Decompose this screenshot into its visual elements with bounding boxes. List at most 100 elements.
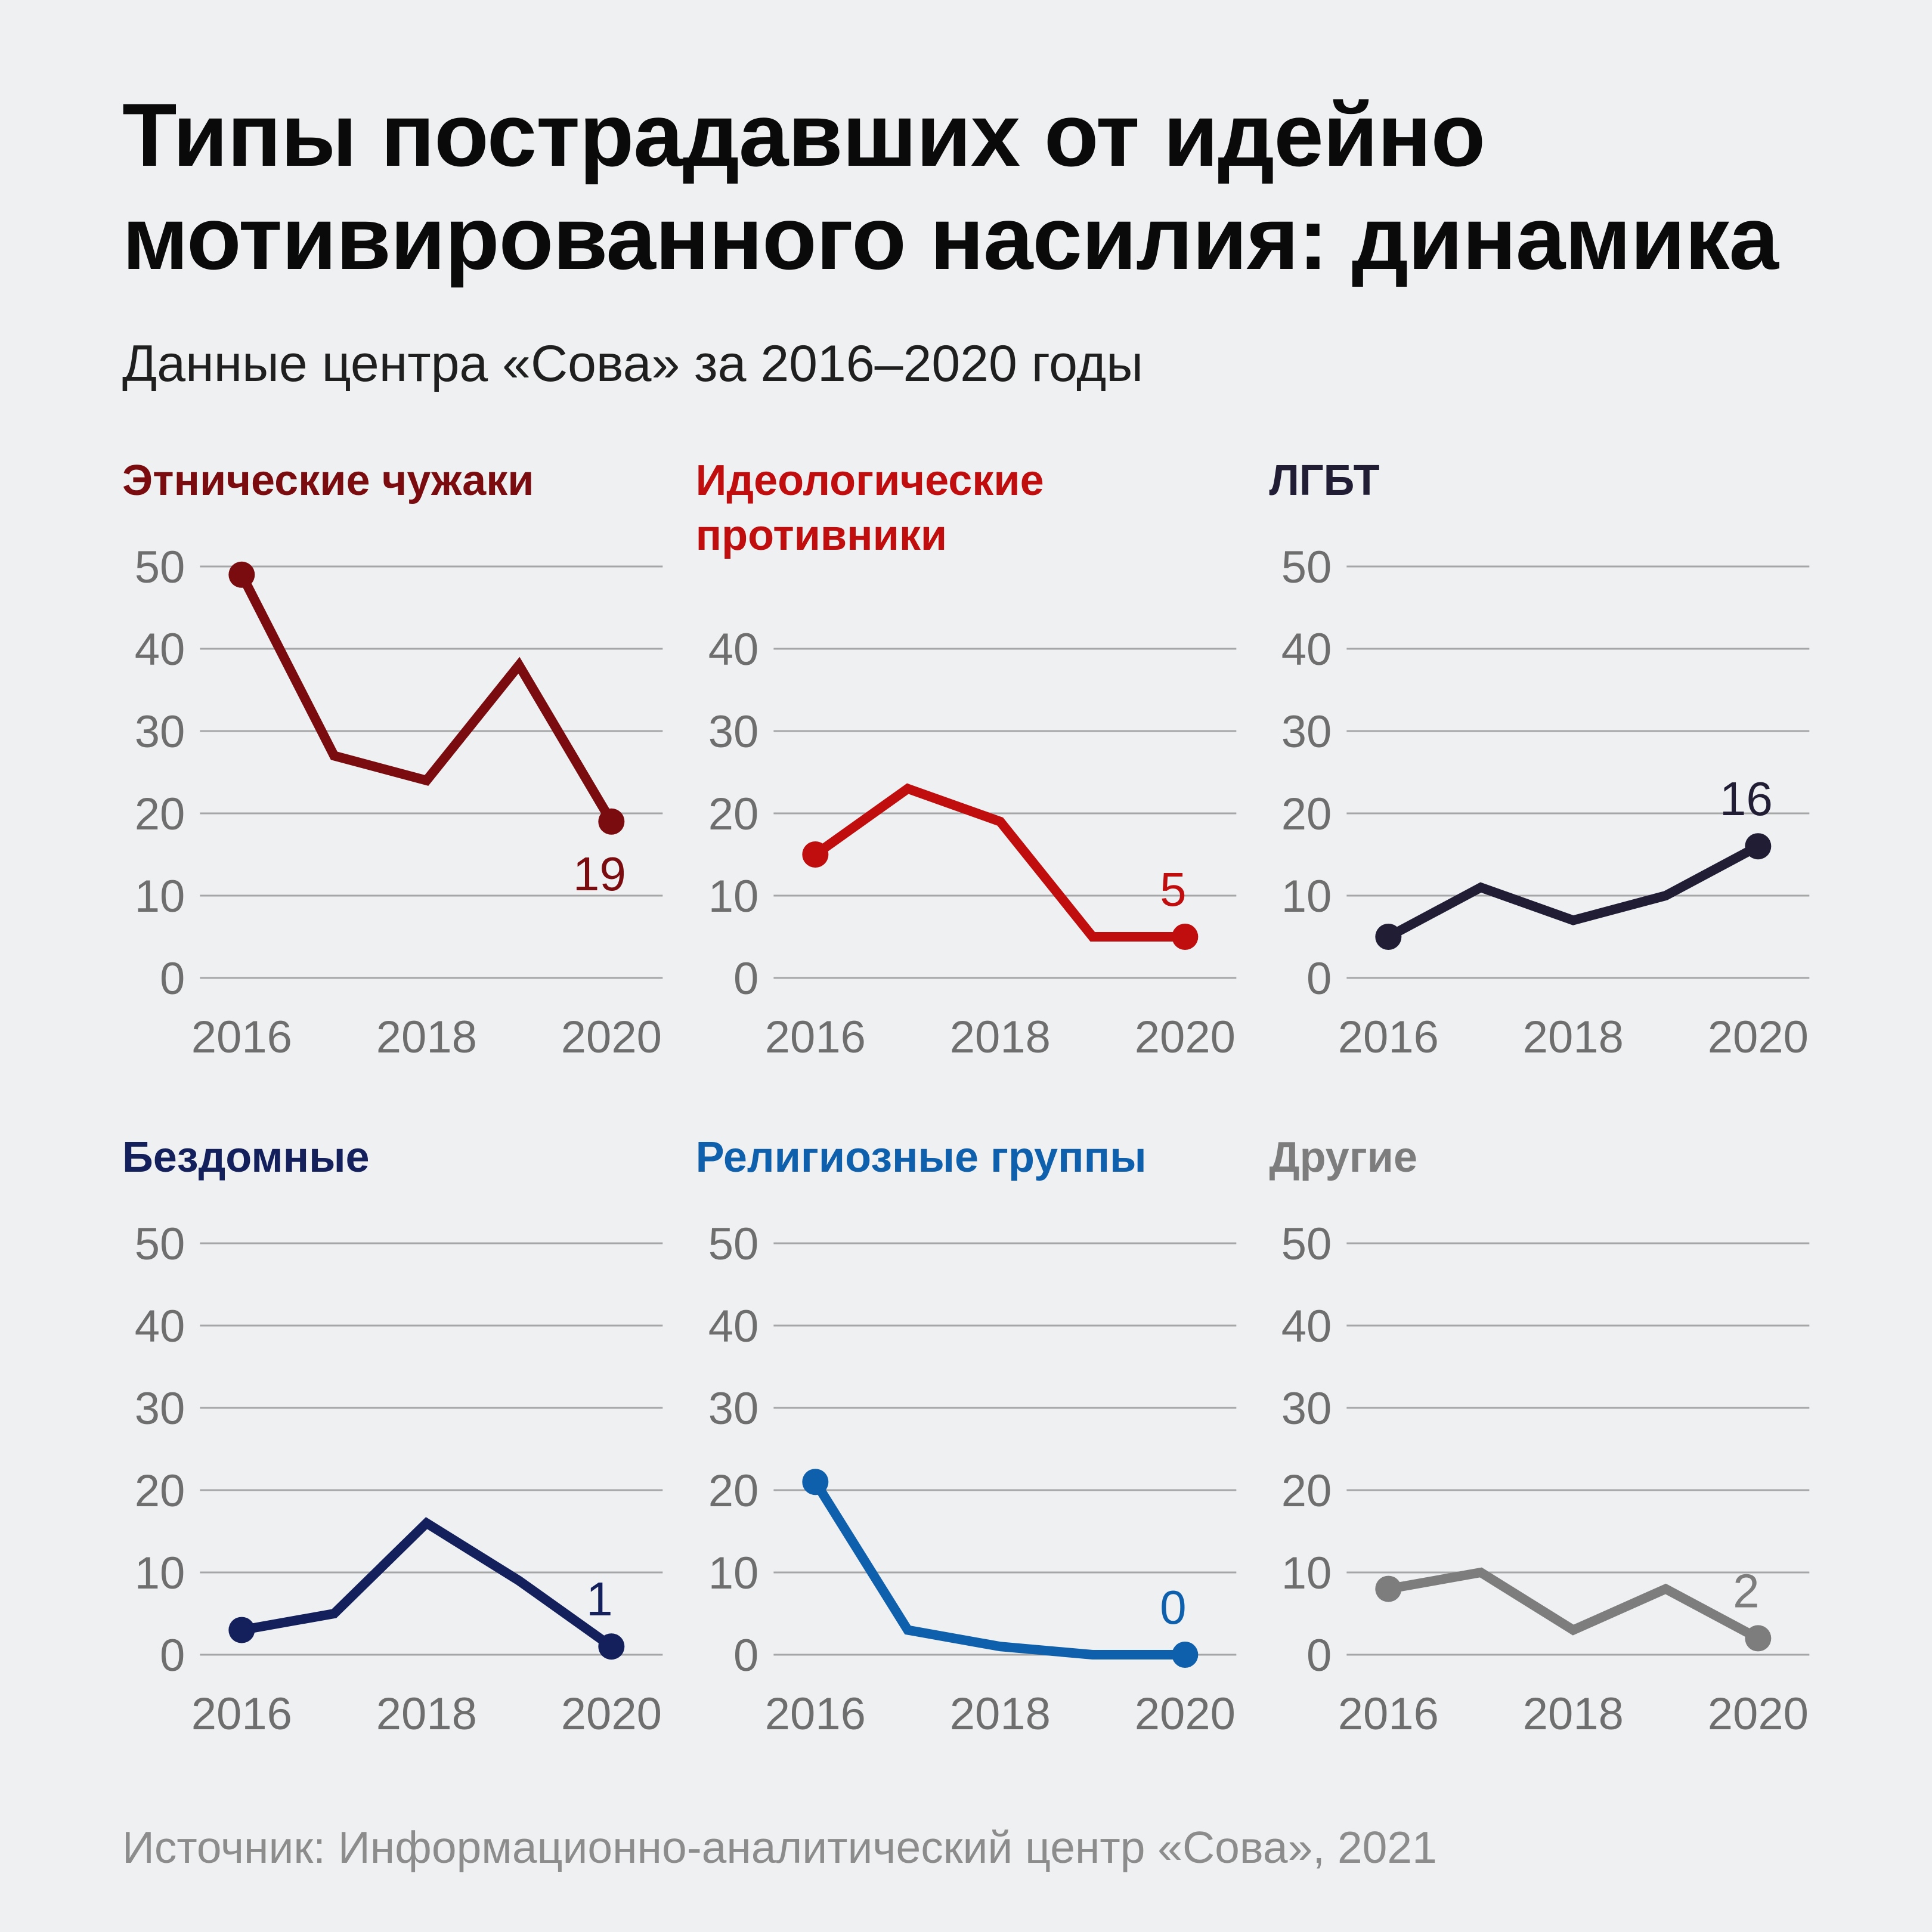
data-point-dot [1745, 1624, 1772, 1651]
y-tick-label: 0 [733, 953, 758, 1004]
line-chart: 0 10 20 30 40 50 19 2016 2018 2020 [135, 542, 663, 1063]
y-tick-label: 10 [135, 871, 185, 922]
y-tick-label: 50 [135, 1219, 185, 1270]
chart-panel-1: Этнические чужаки 0 10 20 30 40 50 19 2016 2018 20… [122, 453, 663, 1073]
y-tick-label: 20 [135, 789, 185, 840]
x-tick-label: 2018 [376, 1689, 477, 1739]
data-point-dot [1171, 923, 1198, 950]
data-point-dot [1745, 832, 1772, 859]
series-line [812, 783, 1185, 942]
x-tick-label: 2018 [949, 1012, 1050, 1063]
x-tick-label: 2018 [376, 1012, 477, 1063]
chart-title: Религиозные группы [695, 1133, 1147, 1181]
page-title: Типы пострадавших от идейно мотивированн… [122, 85, 1779, 288]
y-tick-label: 30 [135, 707, 185, 757]
last-value-label: 19 [573, 847, 626, 900]
chart-panel-5: Религиозные группы 0 10 20 30 40 50 0 2016 2018 20… [696, 1130, 1237, 1750]
y-tick-label: 10 [708, 871, 758, 922]
x-tick-label: 2016 [764, 1689, 865, 1739]
line-chart: 0 10 20 30 40 50 16 2016 2018 2020 [1281, 542, 1810, 1063]
y-tick-label: 0 [1306, 953, 1332, 1004]
x-tick-label: 2020 [561, 1689, 662, 1739]
y-tick-label: 10 [135, 1548, 185, 1599]
y-tick-label: 20 [135, 1466, 185, 1516]
chart-panel-6: Другие 0 10 20 30 40 50 2 2016 2018 2020 [1269, 1130, 1810, 1750]
last-value-label: 5 [1160, 863, 1187, 916]
last-value-label: 2 [1733, 1564, 1760, 1617]
x-tick-label: 2016 [191, 1689, 292, 1739]
x-tick-label: 2018 [1523, 1012, 1624, 1063]
x-tick-label: 2020 [1708, 1012, 1809, 1063]
chart-panel-2: Идеологические противники 0 10 20 30 40 5 2016 2… [696, 453, 1237, 1073]
x-tick-label: 2016 [1338, 1689, 1439, 1739]
last-value-label: 1 [586, 1572, 613, 1626]
y-tick-label: 40 [135, 624, 185, 675]
y-tick-label: 20 [1281, 1466, 1332, 1516]
chart-panel-4: Бездомные 0 10 20 30 40 50 1 2016 2018 2020 [122, 1130, 663, 1750]
data-point-dot [1171, 1641, 1198, 1668]
data-point-dot [598, 808, 625, 835]
y-tick-label: 50 [1281, 542, 1332, 593]
line-chart: 0 10 20 30 40 50 1 2016 2018 2020 [135, 1219, 663, 1739]
y-tick-label: 0 [1306, 1630, 1332, 1681]
y-tick-label: 40 [135, 1301, 185, 1352]
data-point-dot [598, 1633, 625, 1659]
last-value-label: 0 [1160, 1581, 1187, 1634]
y-tick-label: 20 [708, 1466, 758, 1516]
y-tick-label: 30 [1281, 1383, 1332, 1434]
x-tick-label: 2020 [561, 1012, 662, 1063]
x-tick-label: 2020 [1708, 1689, 1809, 1739]
chart-title: Этнические чужаки [122, 456, 534, 504]
series-line [1388, 1567, 1761, 1642]
chart-panel-3: ЛГБТ 0 10 20 30 40 50 16 2016 2018 2020 [1269, 453, 1810, 1073]
y-tick-label: 10 [1281, 1548, 1332, 1599]
y-tick-label: 10 [1281, 871, 1332, 922]
y-tick-label: 40 [1281, 624, 1332, 675]
x-tick-label: 2020 [1134, 1012, 1235, 1063]
data-point-dot [1375, 1575, 1402, 1602]
x-tick-label: 2016 [191, 1012, 292, 1063]
x-tick-label: 2020 [1134, 1689, 1235, 1739]
y-tick-label: 30 [708, 1383, 758, 1434]
page-subtitle: Данные центра «Сова» за 2016–2020 годы [122, 335, 1144, 392]
line-chart: 0 10 20 30 40 5 2016 2018 2020 [708, 624, 1236, 1063]
data-point-dot [1375, 923, 1402, 950]
charts-grid: Этнические чужаки 0 10 20 30 40 50 19 2016 2018 20… [122, 453, 1810, 1750]
source-note: Источник: Информационно-аналитический це… [122, 1822, 1437, 1872]
x-tick-label: 2016 [764, 1012, 865, 1063]
chart-title: Другие [1269, 1133, 1417, 1181]
y-tick-label: 50 [135, 542, 185, 593]
series-line [811, 1479, 1185, 1659]
y-tick-label: 40 [708, 1301, 758, 1352]
y-tick-label: 50 [708, 1219, 758, 1270]
y-tick-label: 40 [708, 624, 758, 675]
y-tick-label: 20 [1281, 789, 1332, 840]
chart-title: Бездомные [122, 1133, 370, 1181]
y-tick-label: 30 [1281, 707, 1332, 757]
y-tick-label: 0 [160, 1630, 185, 1681]
data-point-dot [801, 841, 828, 868]
series-line [237, 572, 616, 824]
line-chart: 0 10 20 30 40 50 2 2016 2018 2020 [1281, 1219, 1810, 1739]
y-tick-label: 20 [708, 789, 758, 840]
y-tick-label: 50 [1281, 1219, 1332, 1270]
chart-title: ЛГБТ [1269, 456, 1380, 504]
y-tick-label: 40 [1281, 1301, 1332, 1352]
y-tick-label: 30 [708, 707, 758, 757]
series-line [1386, 841, 1761, 941]
data-point-dot [228, 561, 255, 588]
y-tick-label: 30 [135, 1383, 185, 1434]
y-tick-label: 0 [733, 1630, 758, 1681]
series-line [240, 1516, 614, 1651]
last-value-label: 16 [1720, 772, 1773, 825]
x-tick-label: 2018 [949, 1689, 1050, 1739]
data-point-dot [228, 1617, 255, 1643]
data-point-dot [801, 1468, 828, 1495]
chart-title: Идеологические противники [695, 456, 1044, 559]
y-tick-label: 10 [708, 1548, 758, 1599]
x-tick-label: 2016 [1338, 1012, 1439, 1063]
x-tick-label: 2018 [1523, 1689, 1624, 1739]
y-tick-label: 0 [160, 953, 185, 1004]
